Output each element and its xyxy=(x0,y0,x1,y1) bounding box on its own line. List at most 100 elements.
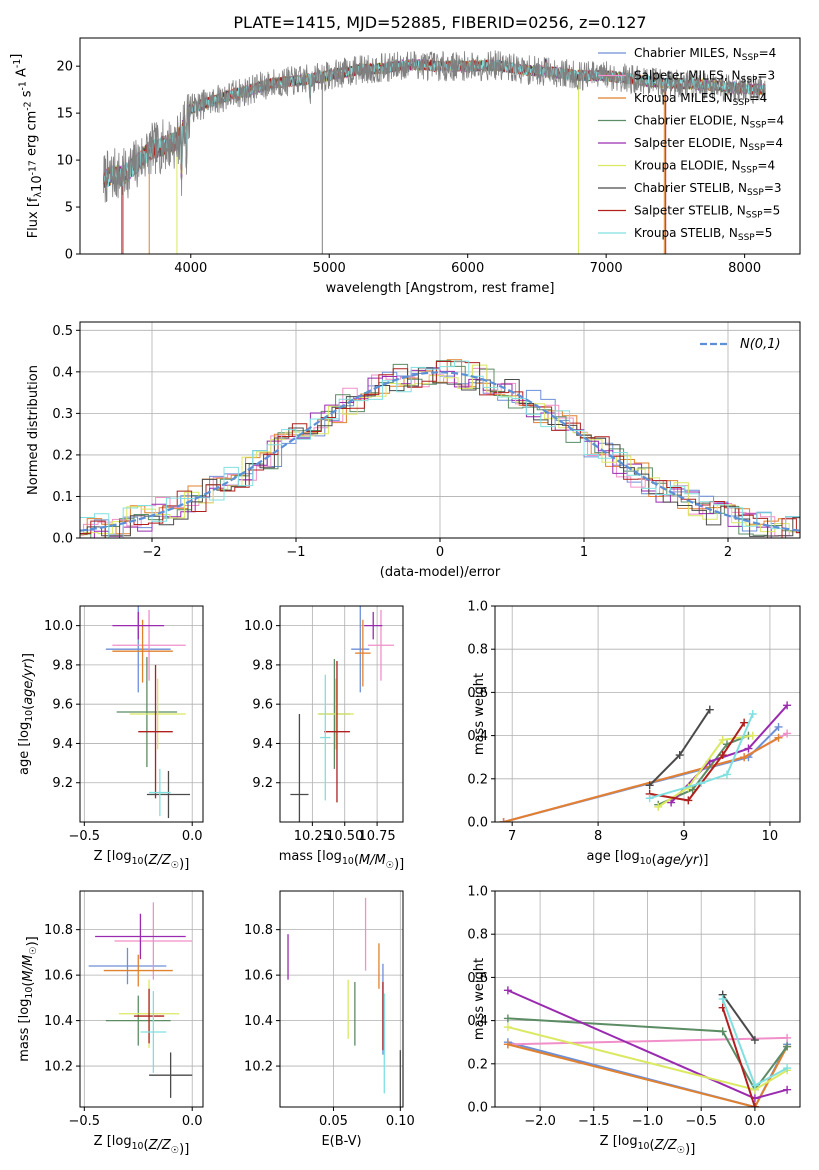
spectrum-line xyxy=(103,58,766,188)
series-marker xyxy=(783,1085,792,1094)
series-marker xyxy=(750,1103,759,1107)
legend-entry: Salpeter MILES, NSSP=3 xyxy=(634,69,775,86)
y-tick-label: 10.2 xyxy=(44,1060,73,1075)
chart-mass-vs-EBV: 0.05 0.10 10.2 10.4 10.6 10.8 E(B-V) xyxy=(244,890,415,1149)
errorbar-point xyxy=(95,913,186,960)
y-tick-label: 0.4 xyxy=(467,1014,488,1029)
y-axis-label: mass weight xyxy=(472,958,487,1040)
errorbar-point xyxy=(112,609,186,681)
x-tick-label: 10.75 xyxy=(358,829,395,844)
series-line xyxy=(503,726,780,822)
axes-frame xyxy=(79,890,204,1108)
series-marker xyxy=(774,733,783,742)
x-tick-label: 10.50 xyxy=(326,829,363,844)
y-tick-label: 0 xyxy=(65,248,73,263)
series-5 xyxy=(503,1023,792,1094)
series-line xyxy=(507,1036,788,1046)
y-axis-label: Normed distribution xyxy=(26,365,41,495)
y-tick-label: 0.4 xyxy=(467,729,488,744)
errorbar-point xyxy=(149,1052,193,1098)
y-tick-label: 10.6 xyxy=(44,969,73,984)
legend-entry: Salpeter STELIB, NSSP=5 xyxy=(634,204,780,221)
x-tick-label: 8000 xyxy=(728,261,761,276)
legend-entry: Chabrier MILES, NSSP=4 xyxy=(634,46,776,63)
series-7 xyxy=(645,718,749,805)
errorbar-point xyxy=(364,611,383,640)
x-tick-label: 0.0 xyxy=(182,829,203,844)
y-tick-label: 10.0 xyxy=(44,619,73,634)
x-tick-label: 1 xyxy=(580,545,588,560)
chart-mass-weight-vs-Z: −2.0 −1.5 −1.0 −0.5 0.0 0.0 0.2 0.4 0.6 0.8 1.0 Z [… xyxy=(467,885,801,1157)
y-axis-label: Flux [fλ10-17 erg cm-2 s-1 A-1] xyxy=(9,54,45,239)
errorbar-point xyxy=(88,947,167,985)
spectrum-legend: Chabrier MILES, NSSP=4 Salpeter MILES, NS… xyxy=(598,46,784,243)
y-tick-label: 9.6 xyxy=(252,698,273,713)
series-line xyxy=(649,722,746,802)
y-tick-label: 0.2 xyxy=(52,448,73,463)
series-marker xyxy=(503,1040,512,1049)
legend-entry: Chabrier STELIB, NSSP=3 xyxy=(634,181,782,198)
y-tick-label: 0.0 xyxy=(467,1101,488,1116)
errorbar-point xyxy=(103,954,173,987)
axes-frame xyxy=(79,37,801,255)
series-marker xyxy=(740,718,749,727)
y-axis-label: age [log10(age/yr)] xyxy=(17,653,36,775)
axes-frame xyxy=(79,321,801,539)
y-tick-label: 15 xyxy=(56,107,73,122)
legend-entry: Chabrier ELODIE, NSSP=4 xyxy=(634,114,784,131)
y-tick-label: 1.0 xyxy=(467,885,488,900)
x-tick-label: 7000 xyxy=(590,261,623,276)
y-tick-label: 10.4 xyxy=(44,1014,73,1029)
series-marker xyxy=(748,731,757,740)
legend-entry: Kroupa ELODIE, NSSP=4 xyxy=(634,159,775,176)
series-marker xyxy=(697,779,706,788)
chart-mass-vs-Z: −0.5 0.0 10.2 10.4 10.6 10.8 Z [log10(Z/Z☉)] ma… xyxy=(17,890,204,1157)
errorbar-point xyxy=(116,657,178,768)
plot-area xyxy=(290,606,394,822)
x-tick-label: 10.25 xyxy=(294,829,331,844)
residuals-legend: N(0,1) xyxy=(700,337,781,352)
x-tick-label: −2.0 xyxy=(524,1114,556,1129)
chart-mass-weight-vs-age: 7 8 9 10 0.0 0.2 0.4 0.6 0.8 1.0 age [log10(age/yr… xyxy=(467,600,801,868)
x-axis-label: Z [log10(Z/Z☉)] xyxy=(600,1134,696,1157)
series-marker xyxy=(783,729,792,738)
series-marker xyxy=(718,751,727,760)
errorbar-point xyxy=(317,678,354,750)
y-tick-label: 9.6 xyxy=(52,698,73,713)
series-marker xyxy=(774,722,783,731)
normal-curve xyxy=(80,371,800,532)
y-tick-label: 5 xyxy=(65,201,73,216)
series-marker xyxy=(675,751,684,760)
figure-title: PLATE=1415, MJD=52885, FIBERID=0256, z=0… xyxy=(233,13,646,32)
y-tick-label: 0.2 xyxy=(467,772,488,787)
series-8 xyxy=(718,995,792,1090)
plot-area xyxy=(80,359,800,538)
errorbar-point xyxy=(320,674,331,801)
series-marker xyxy=(503,1023,512,1032)
y-axis-label: mass [log10(M/M☉)] xyxy=(17,936,40,1062)
series-marker xyxy=(718,1027,727,1036)
series-8 xyxy=(645,710,757,803)
series-marker xyxy=(645,781,654,790)
spectrum-line xyxy=(103,50,766,203)
series-line xyxy=(503,732,788,822)
y-tick-label: 10.8 xyxy=(244,923,273,938)
axes-frame xyxy=(79,605,204,823)
series-7 xyxy=(718,1003,759,1107)
series-marker xyxy=(744,744,753,753)
series-marker xyxy=(740,753,749,762)
series-line xyxy=(670,704,788,804)
x-tick-label: 0 xyxy=(436,545,444,560)
y-axis-label: mass weight xyxy=(472,673,487,755)
x-tick-label: 0.10 xyxy=(386,1114,415,1129)
plot-area xyxy=(499,701,792,822)
y-tick-label: 0.0 xyxy=(467,816,488,831)
x-tick-label: 0.05 xyxy=(319,1114,348,1129)
series-marker xyxy=(503,1014,512,1023)
histogram-step xyxy=(80,361,800,538)
plot-area xyxy=(287,897,401,1107)
x-tick-label: −0.5 xyxy=(69,1114,101,1129)
y-tick-label: 10 xyxy=(56,154,73,169)
x-tick-label: −0.5 xyxy=(69,829,101,844)
